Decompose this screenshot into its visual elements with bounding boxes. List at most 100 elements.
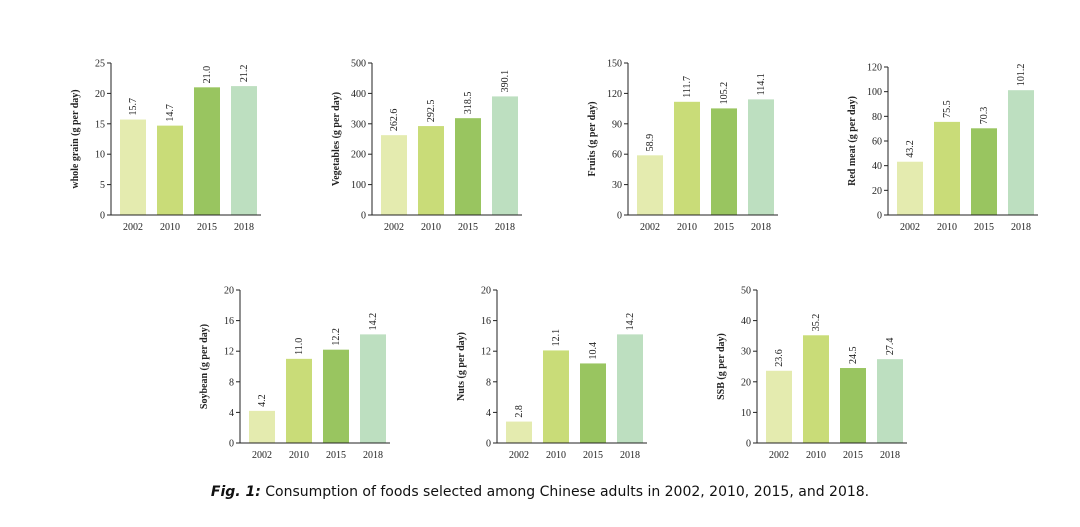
bar xyxy=(637,155,663,215)
data-label: 23.6 xyxy=(774,349,785,367)
y-tick-label: 0 xyxy=(361,211,366,222)
data-label: 105.2 xyxy=(719,82,730,105)
y-tick-label: 16 xyxy=(224,316,234,327)
x-tick-label: 2018 xyxy=(1011,222,1031,233)
bar xyxy=(381,135,407,215)
x-tick-label: 2010 xyxy=(806,450,826,461)
x-tick-label: 2015 xyxy=(458,222,478,233)
y-axis-label: SSB (g per day) xyxy=(716,333,727,400)
x-tick-label: 2010 xyxy=(546,450,566,461)
y-tick-label: 100 xyxy=(867,87,882,98)
data-label: 390.1 xyxy=(500,70,511,93)
y-tick-label: 16 xyxy=(481,316,491,327)
x-tick-label: 2002 xyxy=(900,222,920,233)
y-tick-label: 300 xyxy=(351,119,366,130)
data-label: 75.5 xyxy=(942,100,953,118)
y-tick-label: 40 xyxy=(741,316,751,327)
y-tick-label: 500 xyxy=(351,59,366,70)
x-tick-label: 2015 xyxy=(714,222,734,233)
chart-panel-4: 43.2 2002 75.5 2010 70.3 2015 101.2 2018 0 20 40 60… xyxy=(847,63,1038,233)
data-label: 2.8 xyxy=(514,405,525,418)
y-tick-label: 25 xyxy=(95,59,105,70)
x-tick-label: 2002 xyxy=(769,450,789,461)
data-label: 10.4 xyxy=(588,342,599,360)
y-tick-label: 100 xyxy=(351,180,366,191)
x-tick-label: 2018 xyxy=(620,450,640,461)
y-axis-label: Soybean (g per day) xyxy=(199,324,210,409)
bar xyxy=(492,96,518,215)
y-tick-label: 8 xyxy=(229,377,234,388)
y-tick-label: 0 xyxy=(877,211,882,222)
y-tick-label: 60 xyxy=(872,137,882,148)
chart-panel-1: 15.7 2002 14.7 2010 21.0 2015 21.2 2018 0 5 10 15 20… xyxy=(70,59,261,233)
x-tick-label: 2018 xyxy=(495,222,515,233)
bar xyxy=(674,101,700,215)
x-tick-label: 2018 xyxy=(751,222,771,233)
chart-panel-5: 4.2 2002 11.0 2010 12.2 2015 14.2 2018 0 4 8 12 16 20… xyxy=(199,286,390,461)
data-label: 14.2 xyxy=(625,313,636,331)
chart-panel-2: 262.6 2002 292.5 2010 318.5 2015 390.1 2018 0 100… xyxy=(331,59,522,233)
bar xyxy=(249,410,275,443)
bar xyxy=(840,368,866,443)
y-tick-label: 50 xyxy=(741,286,751,297)
y-tick-label: 15 xyxy=(95,119,105,130)
y-tick-label: 120 xyxy=(607,89,622,100)
bar xyxy=(934,121,960,215)
x-tick-label: 2002 xyxy=(252,450,272,461)
data-label: 27.4 xyxy=(885,338,896,356)
bar xyxy=(617,334,643,443)
data-label: 262.6 xyxy=(389,109,400,132)
figure-panels: 15.7200214.7201021.0201521.2201805101520… xyxy=(70,59,1038,461)
bar xyxy=(455,118,481,215)
bar xyxy=(418,126,444,215)
bar xyxy=(231,86,257,215)
y-tick-label: 20 xyxy=(224,286,234,297)
bar xyxy=(877,359,903,443)
data-label: 101.2 xyxy=(1016,64,1027,87)
data-label: 70.3 xyxy=(979,107,990,125)
x-tick-label: 2015 xyxy=(583,450,603,461)
x-tick-label: 2015 xyxy=(326,450,346,461)
data-label: 12.2 xyxy=(331,328,342,346)
bar xyxy=(120,119,146,215)
y-tick-label: 20 xyxy=(95,89,105,100)
x-tick-label: 2010 xyxy=(160,222,180,233)
x-tick-label: 2015 xyxy=(197,222,217,233)
data-label: 114.1 xyxy=(756,73,767,95)
bar xyxy=(1008,90,1034,215)
y-tick-label: 80 xyxy=(872,112,882,123)
y-tick-label: 0 xyxy=(486,439,491,450)
y-tick-label: 60 xyxy=(612,150,622,161)
data-label: 21.0 xyxy=(202,66,213,84)
bar xyxy=(323,349,349,443)
data-label: 11.0 xyxy=(294,338,305,355)
x-tick-label: 2018 xyxy=(234,222,254,233)
chart-panel-3: 58.9 2002 111.7 2010 105.2 2015 114.1 2018 0 30 60… xyxy=(587,59,778,233)
y-tick-label: 4 xyxy=(486,408,491,419)
data-label: 111.7 xyxy=(682,76,693,98)
y-tick-label: 0 xyxy=(746,439,751,450)
bar xyxy=(803,335,829,443)
x-tick-label: 2002 xyxy=(640,222,660,233)
data-label: 24.5 xyxy=(848,347,859,365)
x-tick-label: 2002 xyxy=(123,222,143,233)
y-axis-label: whole grain (g per day) xyxy=(70,89,81,188)
y-tick-label: 0 xyxy=(617,211,622,222)
bar xyxy=(194,87,220,215)
y-axis-label: Vegetables (g per day) xyxy=(331,92,342,186)
y-tick-label: 5 xyxy=(100,180,105,191)
x-tick-label: 2010 xyxy=(937,222,957,233)
y-tick-label: 200 xyxy=(351,150,366,161)
y-tick-label: 400 xyxy=(351,89,366,100)
caption-figure-tag: Fig. 1: xyxy=(210,484,261,500)
y-axis-label: Fruits (g per day) xyxy=(587,101,598,176)
y-tick-label: 20 xyxy=(741,377,751,388)
caption-text: Consumption of foods selected among Chin… xyxy=(265,484,870,500)
data-label: 21.2 xyxy=(239,65,250,83)
y-tick-label: 20 xyxy=(872,186,882,197)
y-axis-label: Nuts (g per day) xyxy=(456,332,467,401)
y-tick-label: 150 xyxy=(607,59,622,70)
bar xyxy=(580,363,606,443)
bar xyxy=(360,334,386,443)
chart-panel-6: 2.8 2002 12.1 2010 10.4 2015 14.2 2018 0 4 8 12 16 20… xyxy=(456,286,647,461)
